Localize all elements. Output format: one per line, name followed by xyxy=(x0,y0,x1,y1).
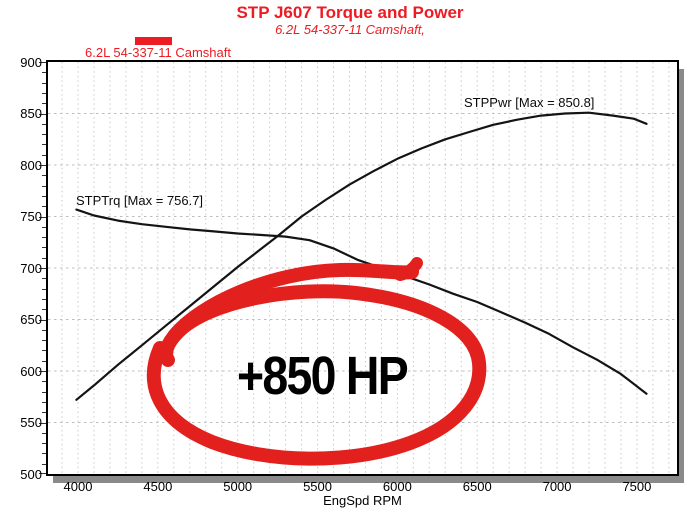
legend-swatch xyxy=(135,37,172,45)
y-tick-mark xyxy=(42,72,46,74)
y-tick-mark xyxy=(42,443,46,445)
legend-label: 6.2L 54-337-11 Camshaft xyxy=(85,45,231,60)
plot-canvas xyxy=(48,62,677,474)
y-tick-mark xyxy=(42,432,46,434)
y-tick-mark xyxy=(42,381,46,383)
y-tick-mark xyxy=(42,206,46,208)
y-tick-label: 500 xyxy=(20,466,42,482)
y-tick-mark xyxy=(42,453,46,455)
y-tick-mark xyxy=(42,340,46,342)
x-tick-label: 5000 xyxy=(223,479,253,494)
x-tick-label: 4000 xyxy=(63,479,93,494)
y-tick-mark xyxy=(42,123,46,125)
plot-area xyxy=(46,60,679,476)
y-tick-mark xyxy=(42,298,46,300)
y-tick-mark xyxy=(42,185,46,187)
y-tick-mark xyxy=(39,268,46,269)
y-tick-label: 850 xyxy=(20,106,42,121)
chart-subtitle: 6.2L 54-337-11 Camshaft, xyxy=(275,22,425,37)
y-tick-mark xyxy=(42,237,46,239)
y-tick-mark xyxy=(42,412,46,414)
curves xyxy=(75,111,648,401)
y-tick-mark xyxy=(42,278,46,280)
y-tick-mark xyxy=(39,216,46,218)
y-axis-labels: 500 550 600 650 700 750 800 850 900 xyxy=(6,55,42,482)
y-tick-mark xyxy=(42,257,46,259)
y-tick-mark xyxy=(42,92,46,94)
y-tick-mark xyxy=(42,175,46,177)
x-tick-label: 6000 xyxy=(382,479,412,494)
red-circle-overlap-tail xyxy=(167,262,419,343)
torque-curve-label: STPTrq [Max = 756.7] xyxy=(76,193,204,208)
y-tick-mark xyxy=(42,144,46,146)
y-tick-label: 800 xyxy=(20,157,42,173)
x-axis-labels: 4000 4500 5000 5500 6000 6500 7000 7500 xyxy=(48,479,677,495)
x-tick-label: 7500 xyxy=(622,479,652,494)
x-tick-label: 5500 xyxy=(303,479,332,494)
y-tick-mark xyxy=(42,288,46,290)
y-tick-label: 600 xyxy=(20,363,42,379)
y-tick-mark xyxy=(42,154,46,156)
y-tick-mark xyxy=(42,329,46,331)
y-tick-mark xyxy=(42,195,46,197)
y-tick-mark xyxy=(39,319,46,321)
y-tick-mark xyxy=(39,165,46,166)
x-tick-label: 6500 xyxy=(462,479,492,494)
y-tick-mark xyxy=(39,62,46,63)
y-tick-mark xyxy=(42,360,46,362)
y-tick-mark xyxy=(42,401,46,403)
hand-drawn-circle-annotation xyxy=(146,257,487,466)
stptrq-curve xyxy=(75,208,648,395)
y-tick-label: 550 xyxy=(20,415,42,430)
y-tick-mark xyxy=(42,350,46,352)
y-tick-mark xyxy=(42,309,46,311)
y-tick-mark xyxy=(42,103,46,105)
y-axis-tickmarks xyxy=(39,62,46,474)
red-circle-tail-flick xyxy=(394,257,423,281)
y-tick-mark xyxy=(42,463,46,465)
y-tick-mark xyxy=(42,134,46,136)
y-tick-label: 650 xyxy=(20,312,42,327)
y-tick-mark xyxy=(39,473,46,474)
y-tick-mark xyxy=(39,371,46,372)
x-tick-label: 7000 xyxy=(542,479,572,494)
power-curve-label: STPPwr [Max = 850.8] xyxy=(464,95,595,110)
y-tick-label: 900 xyxy=(20,54,42,70)
y-tick-label: 700 xyxy=(20,260,42,276)
y-tick-mark xyxy=(42,226,46,228)
stppwr-curve xyxy=(75,111,648,401)
y-tick-mark xyxy=(42,82,46,84)
x-tick-label: 4500 xyxy=(143,479,173,494)
x-axis-title: EngSpd RPM xyxy=(323,493,402,508)
y-tick-label: 750 xyxy=(20,209,42,224)
y-tick-mark xyxy=(39,113,46,115)
hp-annotation-text: +850 HP xyxy=(237,346,409,406)
y-tick-mark xyxy=(42,391,46,393)
y-tick-mark xyxy=(42,247,46,249)
chart-title: STP J607 Torque and Power xyxy=(236,3,464,22)
y-tick-mark xyxy=(39,422,46,424)
